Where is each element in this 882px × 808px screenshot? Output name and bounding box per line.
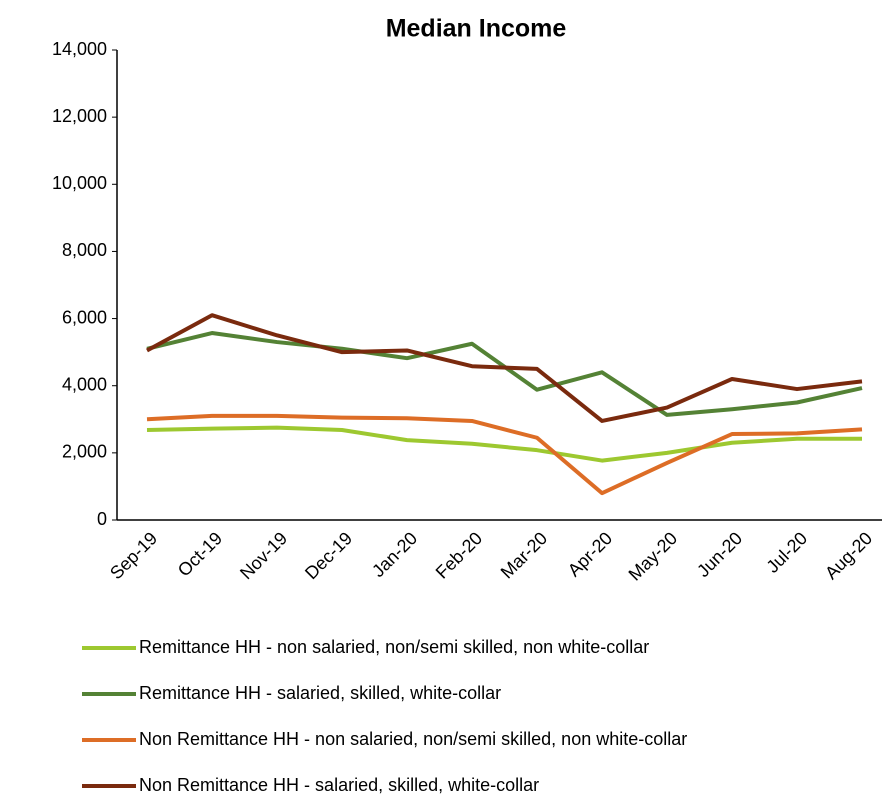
legend-label: Non Remittance HH - salaried, skilled, w… [139, 775, 539, 795]
chart-title: Median Income [386, 15, 567, 43]
x-tick-label: Apr-20 [564, 528, 616, 580]
x-tick-label: Nov-19 [236, 528, 291, 583]
x-tick-label: Feb-20 [432, 528, 486, 582]
x-tick-label: Jan-20 [368, 528, 421, 581]
y-tick-label: 12,000 [52, 106, 107, 126]
legend-label: Non Remittance HH - non salaried, non/se… [139, 729, 687, 749]
y-tick-label: 0 [97, 509, 107, 529]
legend-label: Remittance HH - non salaried, non/semi s… [139, 637, 649, 657]
x-tick-label: Sep-19 [106, 528, 161, 583]
y-tick-label: 4,000 [62, 374, 107, 394]
y-tick-label: 10,000 [52, 173, 107, 193]
x-tick-label: Jul-20 [762, 528, 811, 577]
y-tick-label: 6,000 [62, 307, 107, 327]
series-line [146, 313, 863, 423]
series-line [146, 331, 863, 417]
y-tick-label: 14,000 [52, 39, 107, 59]
x-tick-label: Mar-20 [497, 528, 551, 582]
x-tick-label: Jun-20 [693, 528, 746, 581]
x-tick-label: May-20 [625, 528, 682, 585]
y-tick-label: 8,000 [62, 240, 107, 260]
series-line [146, 413, 863, 496]
x-tick-label: Dec-19 [301, 528, 356, 583]
series-line [146, 425, 862, 463]
legend-label: Remittance HH - salaried, skilled, white… [139, 683, 501, 703]
y-tick-label: 2,000 [62, 442, 107, 462]
x-tick-label: Oct-19 [174, 528, 226, 580]
x-tick-label: Aug-20 [821, 528, 876, 583]
